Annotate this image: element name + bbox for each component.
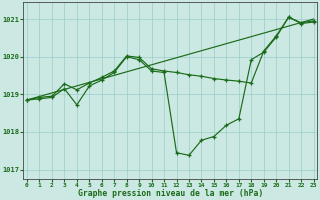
X-axis label: Graphe pression niveau de la mer (hPa): Graphe pression niveau de la mer (hPa): [78, 189, 263, 198]
